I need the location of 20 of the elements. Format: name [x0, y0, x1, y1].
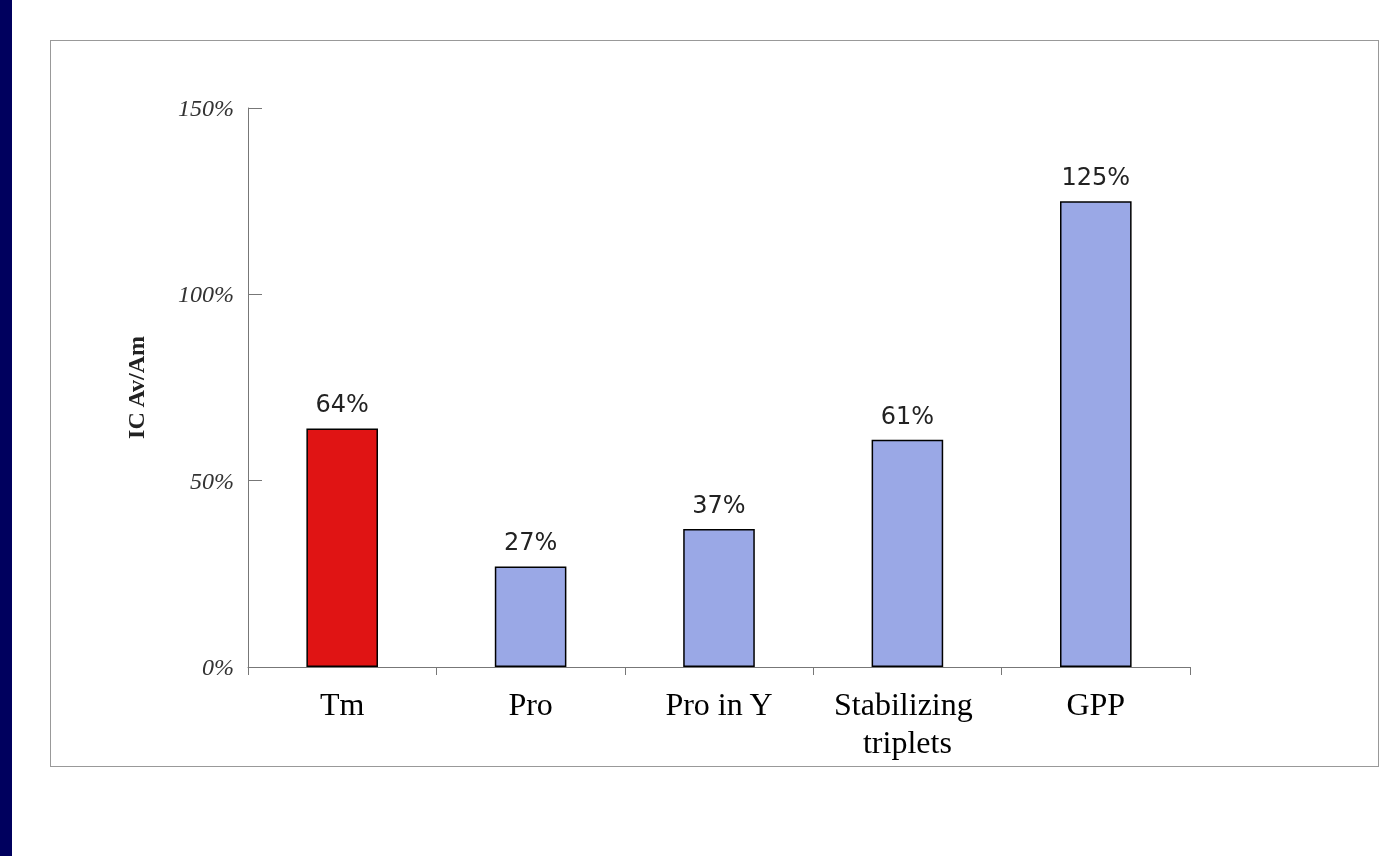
y-tick-label: 150%: [178, 95, 234, 121]
bar: [683, 529, 755, 667]
x-tick-label: Pro in Y: [665, 686, 773, 722]
bar: [494, 566, 567, 667]
data-label: 125%: [1061, 163, 1131, 192]
y-tick-label: 100%: [178, 281, 234, 308]
data-label: 27%: [503, 528, 558, 557]
y-tick-label: 0%: [202, 654, 234, 680]
x-tick-label: GPP: [1066, 686, 1126, 722]
bar: [306, 428, 378, 667]
bar: [871, 439, 944, 667]
data-label: 64%: [315, 390, 369, 419]
y-axis-title: IC Av/Am: [123, 336, 149, 439]
x-tick-label: Tm: [319, 686, 365, 722]
data-label: 61%: [880, 401, 935, 430]
x-tick-label: Pro: [508, 686, 553, 722]
x-tick-label: Stabilizing triplets: [834, 686, 981, 760]
data-label: 37%: [692, 491, 746, 520]
bar: [1060, 201, 1132, 667]
y-tick-label: 50%: [190, 467, 234, 494]
